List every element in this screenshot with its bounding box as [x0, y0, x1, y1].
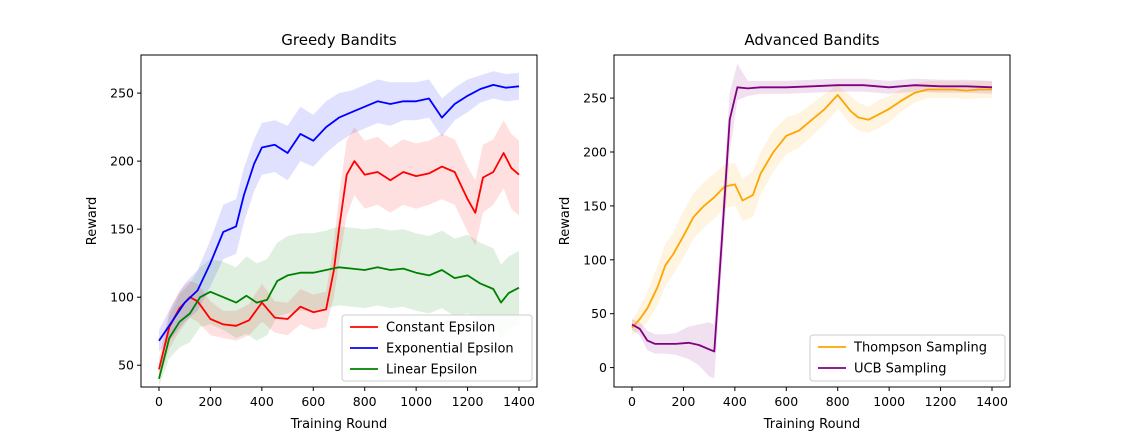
y-tick-label: 150 — [110, 222, 134, 237]
legend-label: Constant Epsilon — [386, 321, 495, 336]
x-tick-label: 0 — [155, 394, 163, 409]
band-1-0 — [632, 80, 992, 336]
y-tick-label: 200 — [583, 145, 607, 160]
legend-label: UCB Sampling — [854, 362, 947, 377]
x-tick-label: 200 — [671, 394, 695, 409]
y-tick-label: 50 — [591, 306, 607, 321]
y-axis-label: Reward — [558, 197, 573, 245]
plot-area — [631, 63, 993, 379]
y-tick-label: 0 — [599, 360, 607, 375]
y-tick-label: 200 — [110, 154, 134, 169]
series-line-0-2 — [158, 266, 520, 380]
axes-frame — [613, 54, 1011, 388]
legend: Constant Epsilon Exponential Epsilon Linea… — [341, 314, 533, 382]
legend-box — [809, 334, 1006, 382]
x-tick-label: 1400 — [503, 394, 535, 409]
x-tick-label: 1000 — [873, 394, 905, 409]
series-line-1-0 — [631, 88, 992, 329]
band-0-0 — [159, 120, 519, 379]
x-tick-label: 0 — [628, 394, 636, 409]
x-axis-label: Training Round — [290, 417, 388, 432]
chart-title: Greedy Bandits — [281, 31, 397, 49]
x-tick-label: 1400 — [976, 394, 1008, 409]
series-line-1-1 — [631, 84, 993, 353]
y-tick-label: 50 — [118, 358, 134, 373]
chart-0: 0 200 400 600 800 1000 1200 1400 50 100 150 200 250 G… — [85, 31, 538, 432]
y-tick-label: 250 — [110, 86, 134, 101]
legend-box — [341, 314, 533, 382]
x-tick-label: 1000 — [400, 394, 432, 409]
x-tick-label: 200 — [198, 394, 222, 409]
axes-frame — [140, 54, 538, 388]
x-tick-label: 1200 — [925, 394, 957, 409]
y-tick-label: 250 — [583, 91, 607, 106]
y-axis-label: Reward — [85, 197, 100, 245]
x-axis-label: Training Round — [763, 417, 861, 432]
x-tick-label: 800 — [353, 394, 377, 409]
chart-1: 0 200 400 600 800 1000 1200 1400 0 50 100 150 200 250… — [558, 31, 1011, 432]
legend-label: Exponential Epsilon — [386, 342, 514, 357]
band-1-1 — [632, 63, 992, 379]
x-tick-label: 600 — [774, 394, 798, 409]
x-tick-label: 800 — [826, 394, 850, 409]
legend-label: Linear Epsilon — [386, 363, 477, 378]
chart-title: Advanced Bandits — [744, 31, 879, 49]
y-tick-label: 150 — [583, 198, 607, 213]
x-tick-label: 400 — [250, 394, 274, 409]
y-tick-label: 100 — [583, 252, 607, 267]
legend: Thompson Sampling UCB Sampling — [809, 334, 1006, 382]
series-line-0-0 — [158, 152, 520, 370]
band-0-2 — [159, 226, 519, 386]
y-tick-label: 100 — [110, 290, 134, 305]
x-tick-label: 600 — [301, 394, 325, 409]
band-0-1 — [159, 71, 519, 352]
series-line-0-1 — [158, 84, 520, 342]
x-tick-label: 400 — [723, 394, 747, 409]
x-tick-label: 1200 — [452, 394, 484, 409]
plot-area — [158, 71, 520, 386]
legend-label: Thompson Sampling — [853, 341, 987, 356]
